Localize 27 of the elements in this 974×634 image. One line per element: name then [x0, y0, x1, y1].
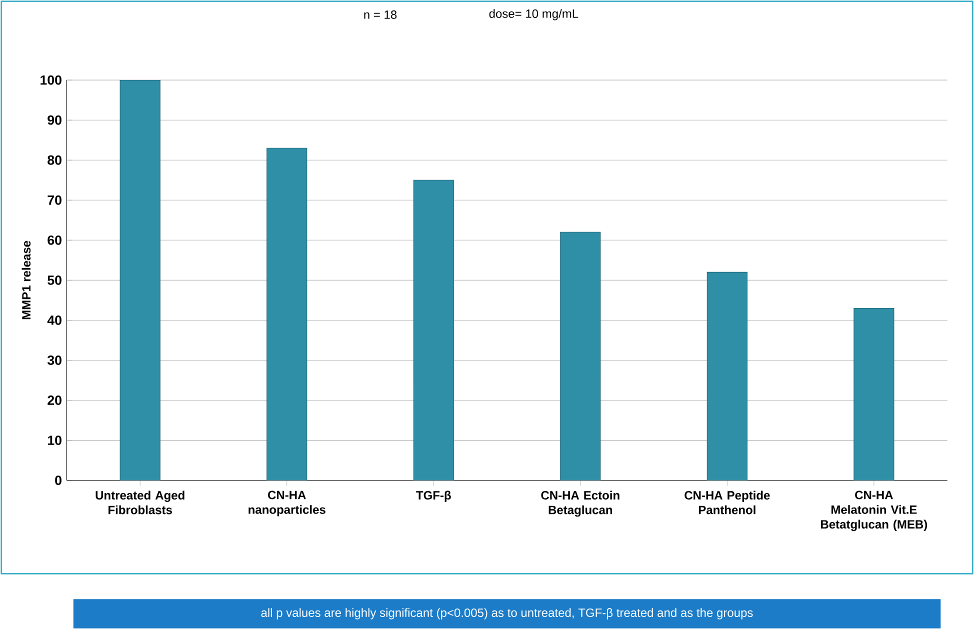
- y-tick-label: 60: [48, 236, 62, 245]
- x-tick-label: CN-HA Melatonin Vit.E Betatglucan (MEB): [821, 490, 928, 532]
- x-tick-label: CN-HA nanoparticles: [248, 490, 326, 516]
- x-tick-label: CN-HA Peptide Panthenol: [684, 490, 770, 514]
- y-tick-label: 20: [48, 396, 62, 406]
- y-tick-label: 30: [47, 356, 62, 366]
- y-tick-label: 100: [40, 75, 62, 85]
- y-axis-title: MMP1 release: [22, 241, 31, 320]
- bar: [120, 80, 160, 480]
- y-tick-label: 40: [47, 316, 62, 326]
- y-tick-label: 90: [48, 115, 62, 125]
- bar: [560, 232, 601, 480]
- y-tick-label: 80: [48, 156, 62, 165]
- x-tick-label: CN-HA Ectoin Betaglucan: [541, 490, 620, 517]
- y-tick-label: 10: [48, 436, 62, 446]
- bar: [706, 272, 748, 480]
- y-tick-label: 70: [48, 196, 62, 205]
- x-tick-label: Untreated Aged Fibroblasts: [96, 490, 184, 514]
- y-tick-label: 0: [55, 476, 62, 486]
- bar: [266, 148, 308, 480]
- text: all p values are highly significant (p<0.005) as to untreated, TGF-β treated and as the groups: [261, 608, 753, 620]
- y-tick-label: 50: [48, 276, 62, 286]
- bar: [854, 308, 894, 480]
- text: n = 18: [364, 10, 397, 20]
- text: dose= 10 mg/mL: [489, 9, 578, 20]
- x-tick-label: TGF-β: [416, 490, 451, 502]
- bar: [413, 180, 454, 480]
